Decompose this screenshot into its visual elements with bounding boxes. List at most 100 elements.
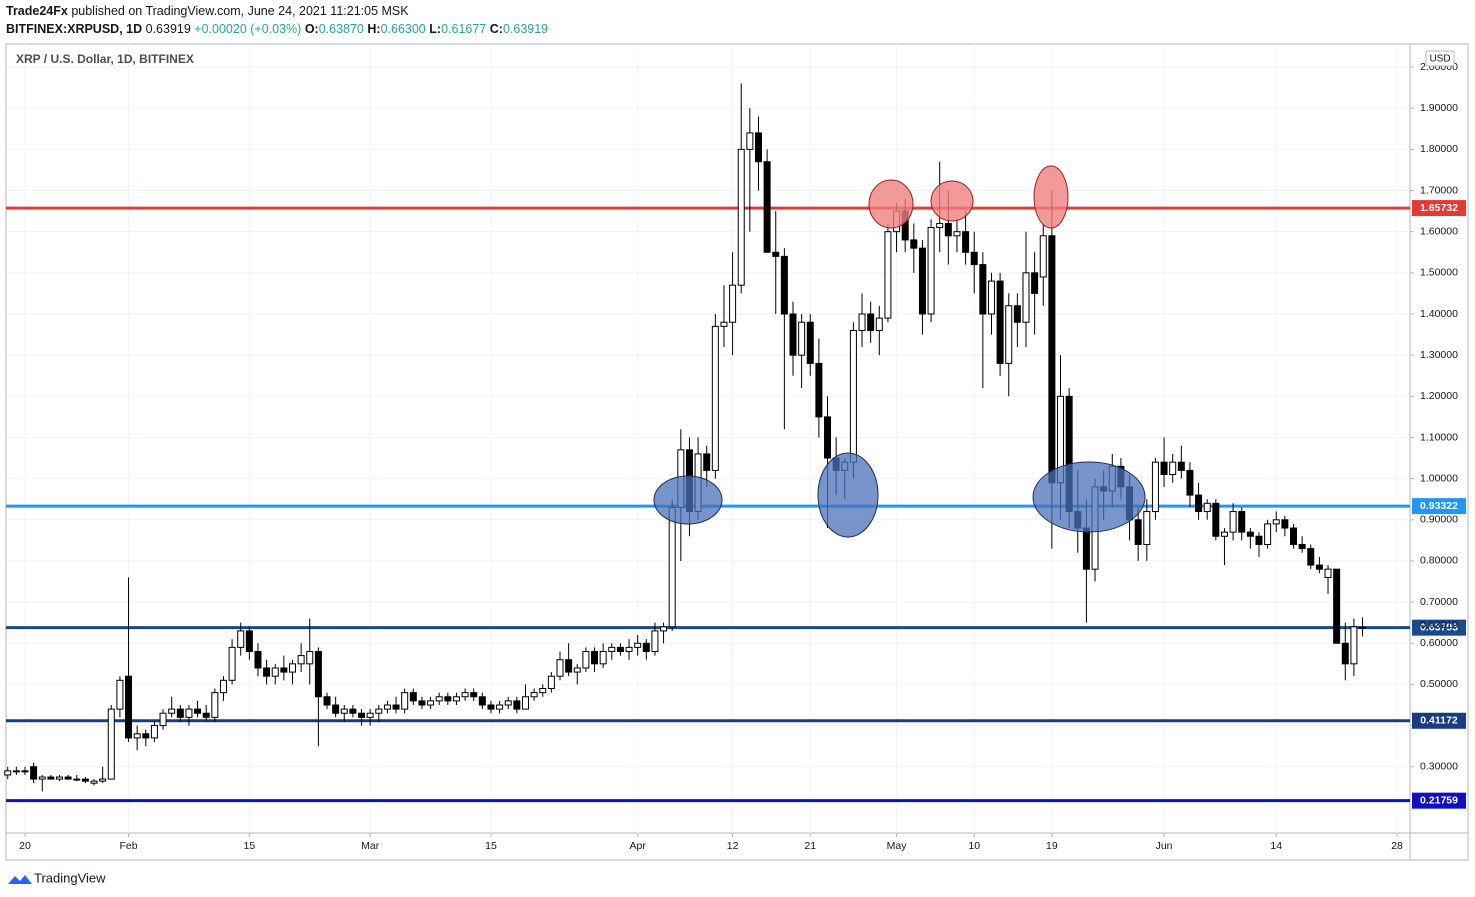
- level-label-box: [1412, 498, 1466, 515]
- candle-body: [81, 778, 89, 782]
- candle-body: [1134, 519, 1142, 545]
- candle-body: [1350, 626, 1358, 665]
- y-tick-label: 1.50000: [1420, 267, 1458, 279]
- candle-body: [64, 776, 72, 780]
- level-label-box: [1412, 712, 1466, 729]
- candle-body: [979, 264, 987, 315]
- candle-body: [936, 222, 944, 229]
- candle-body: [237, 630, 245, 648]
- candle-body: [30, 766, 38, 780]
- candle-body: [573, 667, 581, 673]
- y-tick-label: 0.30000: [1420, 761, 1458, 773]
- candle-body: [73, 778, 81, 781]
- candle-body: [824, 416, 832, 459]
- candle-body: [582, 650, 590, 669]
- candle-body: [901, 210, 909, 241]
- candle-body: [288, 663, 296, 673]
- l-label: L:: [429, 22, 442, 36]
- resistance-ellipse: [1033, 165, 1069, 229]
- candle-body: [1143, 511, 1151, 545]
- o-label: O:: [304, 22, 319, 36]
- candle-body: [754, 132, 762, 163]
- candle-body: [547, 675, 555, 690]
- candle-body: [254, 650, 262, 669]
- candle-body: [1238, 511, 1246, 533]
- candle-body: [90, 780, 98, 784]
- candle-body: [616, 646, 624, 652]
- y-tick-label: 0.50000: [1420, 678, 1458, 690]
- chart-title: XRP / U.S. Dollar, 1D, BITFINEX: [16, 52, 194, 66]
- candle-body: [832, 457, 840, 471]
- x-tick-label: 21: [804, 840, 816, 852]
- candle-body: [694, 453, 702, 513]
- candle-body: [668, 506, 676, 628]
- candle-body: [444, 696, 452, 702]
- candle-body: [194, 708, 202, 714]
- candle-body: [849, 329, 857, 463]
- candle-body: [427, 700, 435, 706]
- candle-body: [1100, 486, 1108, 492]
- candle-body: [496, 704, 504, 710]
- candle-body: [168, 708, 176, 714]
- candle-body: [521, 696, 529, 710]
- grid: [6, 44, 1410, 833]
- candle-body: [642, 642, 650, 652]
- y-tick-label: 2.00000: [1420, 61, 1458, 73]
- currency: USD: [1429, 54, 1450, 65]
- candle-body: [720, 321, 728, 327]
- logo-icon: [8, 875, 32, 884]
- candle-body: [1048, 235, 1056, 484]
- candle-body: [910, 239, 918, 249]
- candle-body: [1082, 527, 1090, 570]
- candle-body: [1022, 272, 1030, 323]
- level-label-box: [1412, 619, 1466, 636]
- publisher: Trade24Fx: [6, 4, 68, 18]
- resistance-ellipse: [930, 180, 974, 222]
- x-tick-label: Mar: [361, 840, 380, 852]
- support-ellipse: [1032, 461, 1146, 533]
- level-label: 0.21759: [1420, 794, 1458, 806]
- y-tick-label: 1.00000: [1420, 472, 1458, 484]
- candle-body: [1195, 494, 1203, 513]
- candle-body: [211, 692, 219, 718]
- level-label: 1.65732: [1420, 202, 1458, 214]
- axes: 0.30000 0.40000 0.50000 0.60000 0.70000 0.800…: [19, 61, 1466, 852]
- candle-body: [452, 696, 460, 702]
- candle-body: [116, 679, 124, 710]
- candle-body: [487, 704, 495, 710]
- level-label: 0.93322: [1420, 500, 1458, 512]
- candle-body: [1220, 531, 1228, 537]
- x-tick-label: Apr: [629, 840, 646, 852]
- close: 0.63919: [502, 22, 549, 36]
- candle-body: [1341, 642, 1349, 665]
- candle-body: [599, 650, 607, 665]
- candle-body: [366, 712, 374, 718]
- candle-body: [1039, 235, 1047, 278]
- frame: [5, 43, 1469, 861]
- candle-body: [685, 449, 693, 513]
- symbol-line: BITFINEX:XRPUSD, 1D 0.63919 +0.00020 (+0…: [6, 22, 548, 36]
- low: 0.61677: [441, 22, 487, 36]
- candle-body: [1246, 531, 1254, 537]
- symbol: BITFINEX:XRPUSD, 1D: [6, 22, 143, 36]
- candle-body: [780, 255, 788, 315]
- candle-body: [1005, 305, 1013, 364]
- candle-body: [435, 696, 443, 702]
- candle-body: [806, 321, 814, 364]
- candle-body: [297, 655, 305, 665]
- candle-body: [591, 650, 599, 665]
- x-tick-label: 14: [1270, 840, 1282, 852]
- y-tick-label: 1.60000: [1420, 225, 1458, 237]
- candle-body: [763, 161, 771, 253]
- footer-logo: [8, 875, 32, 884]
- candle-body: [21, 770, 29, 773]
- candle-body: [944, 222, 952, 237]
- candle-body: [478, 696, 486, 706]
- candle-body: [1031, 272, 1039, 294]
- candle-body: [1151, 461, 1159, 513]
- candle-body: [1065, 395, 1073, 513]
- candle-body: [401, 692, 409, 710]
- y-tick-label: 1.80000: [1420, 143, 1458, 155]
- candle-body: [159, 712, 167, 727]
